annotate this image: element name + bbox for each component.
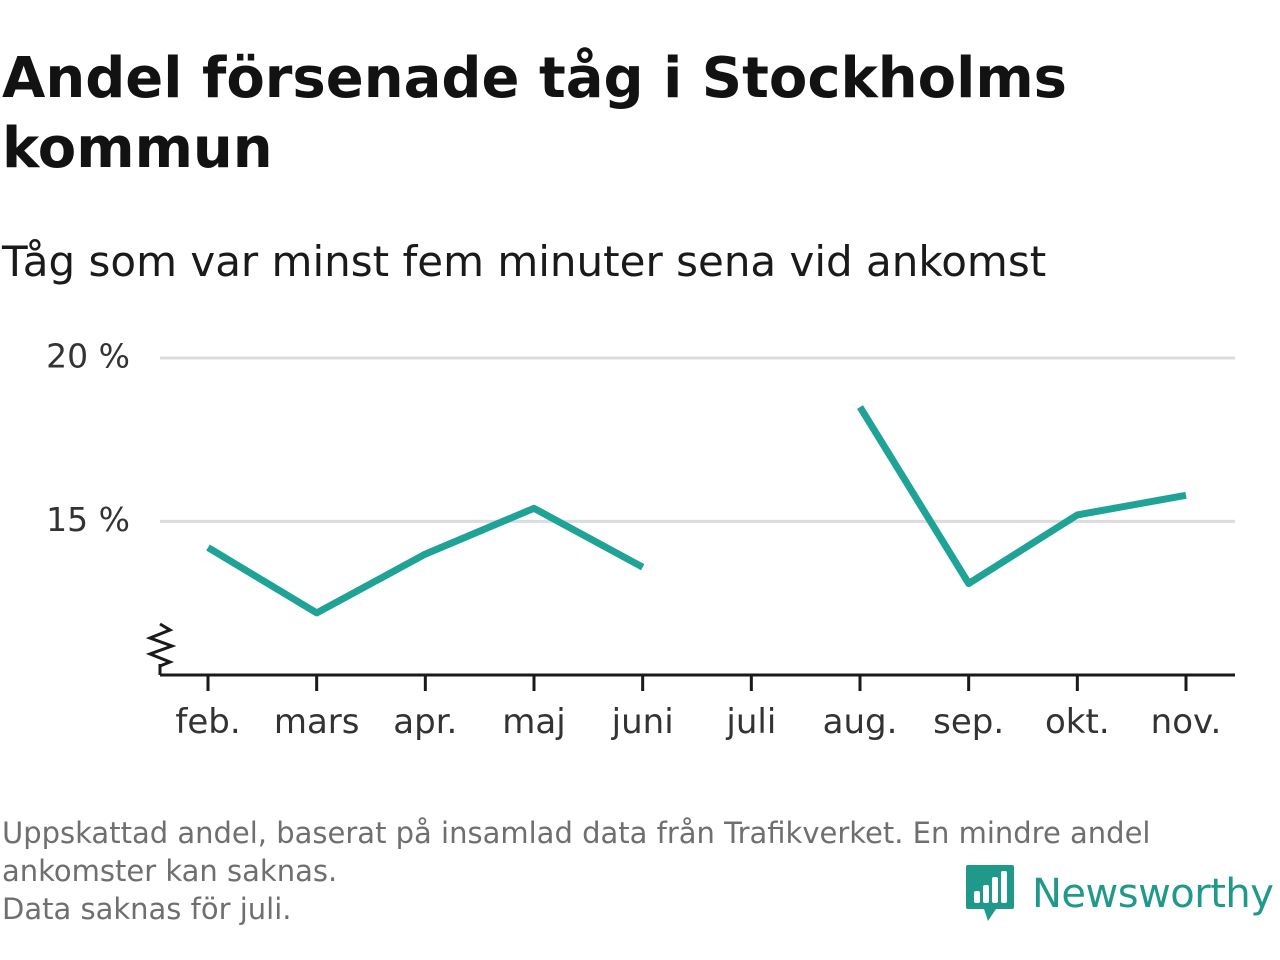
x-tick-label: nov. <box>1151 702 1222 742</box>
x-tick-label: apr. <box>393 702 457 742</box>
chart-title: Andel försenade tåg i Stockholms kommun <box>2 46 1068 181</box>
x-tick-label: juli <box>725 702 776 742</box>
footnote-line-2: ankomster kan saknas. <box>2 854 338 888</box>
y-axis-break-icon <box>145 622 177 668</box>
x-tick-label: okt. <box>1045 702 1110 742</box>
x-tick-label: feb. <box>175 702 240 742</box>
brand-name: Newsworthy <box>1032 871 1274 917</box>
newsworthy-logo-icon <box>966 865 1014 921</box>
y-tick-label: 15 % <box>46 500 130 539</box>
brand-logo: Newsworthy <box>964 862 1274 926</box>
line-chart: 15 % 20 % feb. mars apr. maj juni juli aug. sep. o… <box>46 337 1235 742</box>
x-tick-label: mars <box>274 702 360 742</box>
x-tick-label: juni <box>611 702 674 742</box>
footnote-line-1: Uppskattad andel, baserat på insamlad da… <box>2 816 1151 850</box>
series-line <box>857 405 1187 587</box>
x-tick-label: sep. <box>933 702 1004 742</box>
x-tick-label: aug. <box>823 702 898 742</box>
x-tick-label: maj <box>502 702 565 742</box>
footnote-line-3: Data saknas för juli. <box>2 892 292 926</box>
chart-subtitle: Tåg som var minst fem minuter sena vid a… <box>2 237 1047 286</box>
series-line <box>206 504 645 617</box>
footnote: Uppskattad andel, baserat på insamlad da… <box>2 814 1272 928</box>
y-tick-label: 20 % <box>46 337 130 376</box>
